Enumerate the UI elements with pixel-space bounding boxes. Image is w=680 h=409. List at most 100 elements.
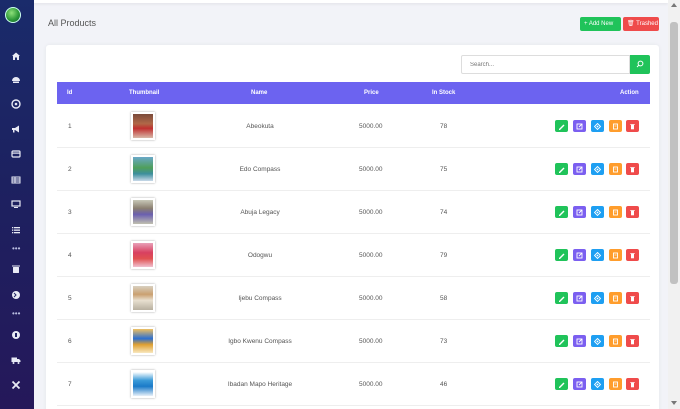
view-button[interactable] [591,335,604,347]
pencil-icon [559,167,565,173]
col-stock: In Stock [432,90,456,96]
edit-button[interactable] [555,378,568,390]
duplicate-button[interactable] [609,206,622,218]
trashed-button[interactable]: 🗑 Trashed [623,17,659,31]
product-thumbnail[interactable] [131,284,155,312]
scroll-up-icon[interactable] [671,3,677,7]
eye-icon [594,380,601,388]
view-button[interactable] [591,249,604,261]
copy-icon [613,209,618,215]
view-button[interactable] [591,120,604,132]
details-button[interactable] [573,120,586,132]
details-button[interactable] [573,292,586,304]
table-row: 7 Ibadan Mapo Heritage 5000.00 46 [57,363,650,406]
truck-icon[interactable] [10,354,22,366]
globe-icon[interactable] [10,289,22,301]
delete-button[interactable] [626,163,639,175]
trash-icon [630,295,635,301]
delete-button[interactable] [626,292,639,304]
row-price: 5000.00 [359,123,383,130]
copy-icon [613,338,618,344]
edit-button[interactable] [555,335,568,347]
edit-button[interactable] [555,292,568,304]
product-thumbnail[interactable] [131,241,155,269]
col-name: Name [251,90,268,96]
eye-icon [594,294,601,302]
table-header: Id Thumbnail Name Price In Stock Action [57,82,650,104]
card-icon[interactable] [10,148,22,160]
delete-button[interactable] [626,120,639,132]
product-name: Edo Compass [239,166,281,173]
duplicate-button[interactable] [609,120,622,132]
table-row: 3 Abuja Legacy 5000.00 74 [57,191,650,234]
view-button[interactable] [591,292,604,304]
list-icon[interactable] [10,224,22,236]
delete-button[interactable] [626,249,639,261]
details-button[interactable] [573,206,586,218]
top-bar [34,0,668,3]
details-button[interactable] [573,249,586,261]
row-id: 7 [68,381,72,388]
table-row: 6 Igbo Kwenu Compass 5000.00 73 [57,320,650,363]
copy-icon [613,381,618,387]
pin-icon[interactable] [10,329,22,341]
table-icon[interactable] [10,174,22,186]
row-stock: 73 [440,338,448,345]
edit-button[interactable] [555,206,568,218]
row-id: 6 [68,338,72,345]
copy-icon [613,295,618,301]
row-id: 1 [68,123,72,130]
page-title: All Products [48,18,97,28]
view-button[interactable] [591,378,604,390]
row-stock: 74 [440,209,448,216]
duplicate-button[interactable] [609,249,622,261]
duplicate-button[interactable] [609,292,622,304]
product-thumbnail[interactable] [131,370,155,398]
product-icon[interactable] [10,98,22,110]
row-stock: 75 [440,166,448,173]
delete-button[interactable] [626,378,639,390]
table-row: 2 Edo Compass 5000.00 75 [57,148,650,191]
duplicate-button[interactable] [609,163,622,175]
pencil-icon [559,296,565,302]
duplicate-button[interactable] [609,335,622,347]
row-price: 5000.00 [359,209,383,216]
row-stock: 79 [440,252,448,259]
trash-icon[interactable] [10,263,22,275]
external-link-icon [576,209,583,215]
more-icon: ••• [12,244,21,253]
product-name: Abuja Legacy [240,209,280,216]
details-button[interactable] [573,378,586,390]
view-button[interactable] [591,206,604,218]
edit-button[interactable] [555,249,568,261]
home-icon[interactable] [10,50,22,62]
dashboard-icon[interactable] [10,73,22,85]
product-thumbnail[interactable] [131,198,155,226]
product-thumbnail[interactable] [131,155,155,183]
scroll-thumb[interactable] [670,22,678,284]
copy-icon [613,252,618,258]
edit-button[interactable] [555,120,568,132]
duplicate-button[interactable] [609,378,622,390]
external-link-icon [576,338,583,344]
delete-button[interactable] [626,335,639,347]
scroll-down-icon[interactable] [671,401,677,405]
megaphone-icon[interactable] [10,123,22,135]
eye-icon [594,165,601,173]
col-id: Id [67,90,73,96]
monitor-icon[interactable] [10,198,22,210]
edit-button[interactable] [555,163,568,175]
tools-icon[interactable] [10,379,22,391]
search-button[interactable] [630,55,650,74]
external-link-icon [576,252,583,258]
product-thumbnail[interactable] [131,327,155,355]
delete-button[interactable] [626,206,639,218]
logo[interactable] [5,7,21,23]
product-thumbnail[interactable] [131,112,155,140]
scrollbar[interactable] [668,0,680,409]
details-button[interactable] [573,335,586,347]
add-new-button[interactable]: + Add New [580,17,621,31]
details-button[interactable] [573,163,586,175]
view-button[interactable] [591,163,604,175]
search-input[interactable] [461,55,630,74]
